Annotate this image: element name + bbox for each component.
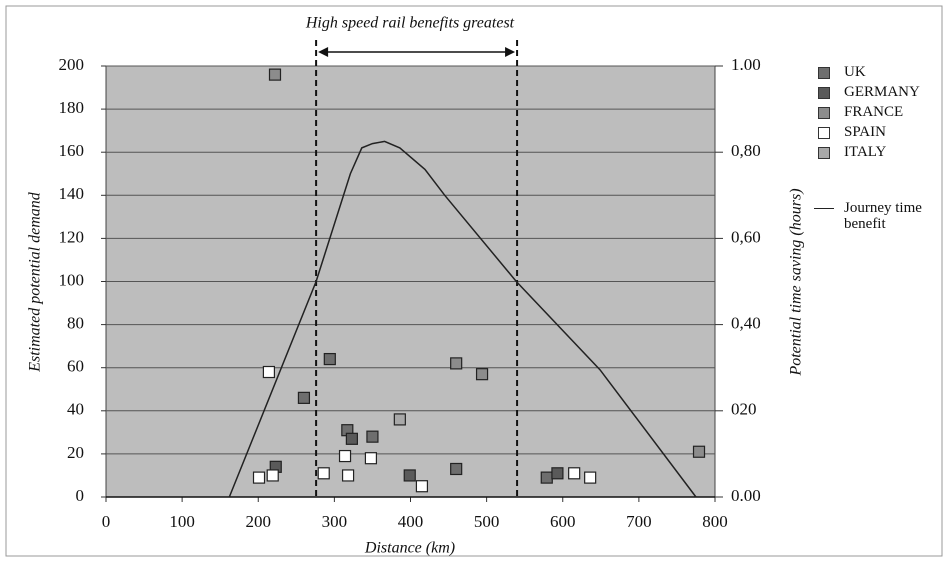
x-tick-label: 400 (398, 512, 424, 531)
y-tick-label: 100 (59, 270, 85, 289)
legend: UK GERMANY FRANCE SPAIN ITALY Journey time be… (812, 64, 944, 236)
legend-label: UK (844, 64, 866, 80)
legend-swatch (818, 127, 830, 139)
y2-tick-label: 0,60 (731, 227, 761, 246)
y2-axis-label: Potential time saving (hours) (788, 188, 805, 376)
x-axis-label: Distance (km) (364, 540, 455, 557)
marker (551, 467, 564, 480)
marker (568, 467, 581, 480)
marker (297, 391, 311, 404)
y-tick-label: 80 (67, 314, 84, 333)
marker (692, 445, 706, 458)
y-tick-label: 20 (67, 443, 84, 462)
x-tick-label: 0 (102, 512, 111, 531)
marker (450, 462, 463, 476)
x-tick-label: 100 (169, 512, 195, 531)
x-tick-label: 200 (246, 512, 272, 531)
marker (345, 432, 358, 445)
marker (475, 368, 489, 381)
marker (323, 352, 336, 366)
y2-tick-label: 1.00 (731, 55, 761, 74)
y-tick-label: 0 (76, 486, 85, 505)
marker (341, 469, 355, 482)
marker (317, 467, 330, 480)
legend-label: ITALY (844, 144, 887, 160)
legend-label: Journey time benefit (844, 200, 922, 232)
legend-entry: SPAIN (812, 124, 944, 140)
legend-entry: Journey time benefit (812, 200, 944, 232)
legend-swatch (818, 147, 830, 159)
x-tick-label: 600 (550, 512, 576, 531)
legend-entry: GERMANY (812, 84, 944, 100)
y-tick-label: 200 (59, 55, 85, 74)
legend-swatch (818, 67, 830, 79)
marker (252, 471, 266, 484)
marker (450, 357, 463, 370)
y2-tick-label: 0.00 (731, 486, 761, 505)
marker (366, 430, 379, 443)
y2-tick-label: 0,80 (731, 141, 761, 160)
marker (403, 469, 416, 482)
annotation-text: High speed rail benefits greatest (305, 15, 515, 32)
frame (5, 5, 943, 557)
y-tick-label: 120 (59, 227, 85, 246)
legend-swatch (814, 208, 834, 209)
marker (364, 452, 378, 465)
y-tick-label: 40 (67, 400, 84, 419)
legend-label: SPAIN (844, 124, 886, 140)
y-axis-label: Estimated potential demand (27, 191, 44, 373)
legend-label: GERMANY (844, 84, 920, 100)
y-tick-label: 180 (59, 98, 85, 117)
legend-entry: UK (812, 64, 944, 80)
x-tick-label: 300 (322, 512, 348, 531)
marker (584, 471, 597, 484)
marker (266, 469, 279, 482)
x-tick-label: 700 (626, 512, 652, 531)
line (228, 140, 697, 498)
y2-tick-label: 020 (731, 400, 757, 419)
legend-swatch (818, 87, 830, 99)
y-tick-label: 160 (59, 141, 85, 160)
legend-entry: FRANCE (812, 104, 944, 120)
x-tick-label: 500 (474, 512, 500, 531)
marker (262, 365, 276, 379)
y2-tick-label: 0,40 (731, 314, 761, 333)
marker (338, 449, 352, 463)
marker (540, 471, 553, 484)
legend-swatch (818, 107, 830, 119)
marker (268, 68, 282, 81)
legend-label: FRANCE (844, 104, 904, 120)
x-tick-label: 800 (702, 512, 728, 531)
y-tick-label: 60 (67, 357, 84, 376)
y-tick-label: 140 (59, 184, 85, 203)
legend-entry: ITALY (812, 144, 944, 160)
marker (393, 413, 406, 426)
marker (415, 480, 429, 493)
